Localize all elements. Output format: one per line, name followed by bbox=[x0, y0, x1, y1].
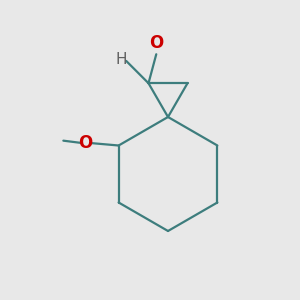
Text: H: H bbox=[115, 52, 127, 67]
Text: O: O bbox=[79, 134, 93, 152]
Text: O: O bbox=[149, 34, 164, 52]
